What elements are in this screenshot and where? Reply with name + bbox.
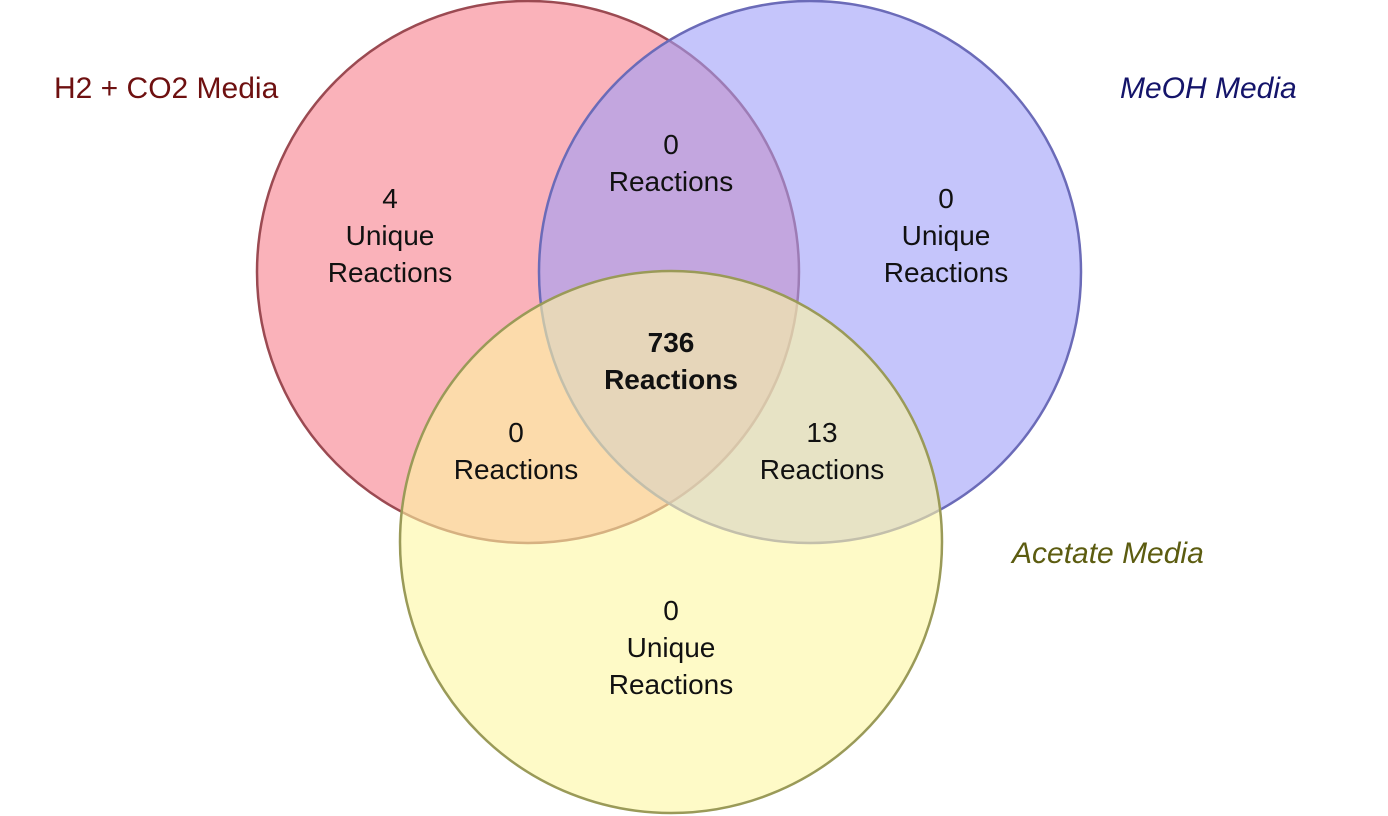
all-three-region: 736 Reactions [604, 324, 738, 398]
meoh-only-line2: Reactions [883, 257, 1009, 288]
meoh-only-count: 0 [938, 183, 954, 214]
meoh-acetate-region: 13 Reactions [760, 414, 885, 488]
acetate-only-count: 0 [663, 595, 679, 626]
h2-acetate-region: 0 Reactions [454, 414, 579, 488]
h2-meoh-region: 0 Reactions [609, 126, 734, 200]
meoh-only-region: 0 Unique Reactions [884, 180, 1009, 291]
meoh-label: MeOH Media [1120, 72, 1297, 105]
meoh-acetate-count: 13 [806, 417, 838, 448]
acetate-only-region: 0 Unique Reactions [609, 592, 734, 703]
acetate-label: Acetate Media [1012, 537, 1204, 570]
meoh-only-line1: Unique [901, 220, 991, 251]
acetate-only-line2: Reactions [608, 669, 734, 700]
h2-only-line2: Reactions [327, 257, 453, 288]
h2-only-count: 4 [382, 183, 398, 214]
meoh-acetate-line1: Reactions [759, 454, 885, 485]
h2-acetate-count: 0 [508, 417, 524, 448]
h2-acetate-line1: Reactions [453, 454, 579, 485]
all-three-count: 736 [647, 327, 695, 358]
acetate-circle [398, 269, 944, 815]
h2-meoh-line1: Reactions [608, 166, 734, 197]
acetate-only-line1: Unique [626, 632, 716, 663]
h2-meoh-count: 0 [663, 129, 679, 160]
h2-only-line1: Unique [345, 220, 435, 251]
h2-co2-label: H2 + CO2 Media [54, 72, 279, 105]
h2-only-region: 4 Unique Reactions [328, 180, 453, 291]
all-three-line1: Reactions [604, 364, 738, 395]
